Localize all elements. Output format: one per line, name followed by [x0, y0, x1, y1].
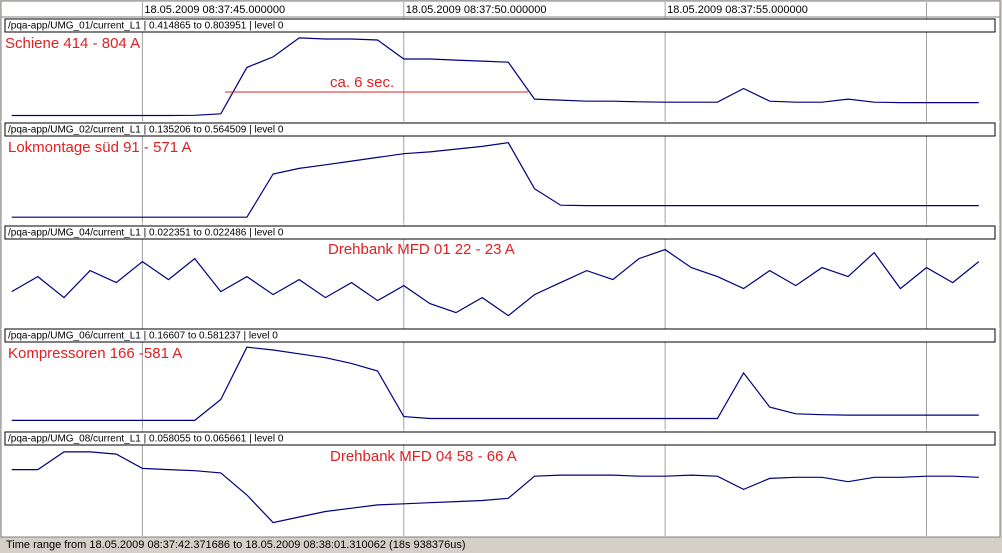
- x-tick-label: 18.05.2009 08:37:50.000000: [406, 4, 547, 16]
- grid: 18.05.2009 08:37:45.000000 18.05.2009 08:…: [141, 2, 928, 536]
- panel: /pqa-app/UMG_08/current_L1 | 0.058055 to…: [4, 431, 996, 524]
- panel-header: /pqa-app/UMG_08/current_L1 | 0.058055 to…: [8, 434, 284, 445]
- panel: /pqa-app/UMG_06/current_L1 | 0.16607 to …: [1, 328, 1000, 431]
- panel-header: /pqa-app/UMG_06/current_L1 | 0.16607 to …: [8, 331, 278, 342]
- panel-label: Drehbank MFD 04 58 - 66 A: [330, 448, 517, 465]
- panel-header-box: [4, 328, 996, 343]
- trace: [11, 142, 979, 218]
- panel-header-box: [4, 18, 996, 33]
- x-tick-label: 18.05.2009 08:37:45.000000: [144, 4, 285, 16]
- panel-header-box: [4, 431, 996, 446]
- panel-header-box: [4, 122, 996, 137]
- panel-label: Drehbank MFD 01 22 - 23 A: [328, 241, 515, 258]
- panel-header: /pqa-app/UMG_04/current_L1 | 0.022351 to…: [8, 228, 284, 239]
- trace: [11, 346, 979, 421]
- panel-header-box: [4, 225, 996, 240]
- panels: /pqa-app/UMG_01/current_L1 | 0.414865 to…: [1, 18, 1000, 524]
- panel-header: /pqa-app/UMG_02/current_L1 | 0.135206 to…: [8, 125, 284, 136]
- trace: [11, 451, 979, 524]
- panel: /pqa-app/UMG_02/current_L1 | 0.135206 to…: [1, 122, 1000, 225]
- panel-label: Schiene 414 - 804 A: [5, 35, 140, 52]
- panel: /pqa-app/UMG_01/current_L1 | 0.414865 to…: [1, 18, 1000, 123]
- footer: Time range from 18.05.2009 08:37:42.3716…: [6, 539, 466, 551]
- panel-label: Lokmontage süd 91 - 571 A: [8, 139, 191, 156]
- x-tick-label: 18.05.2009 08:37:55.000000: [667, 4, 808, 16]
- annotation: ca. 6 sec.: [330, 74, 394, 91]
- panel-label: Kompressoren 166 -581 A: [8, 345, 182, 362]
- trace: [11, 248, 980, 317]
- plot-canvas: [0, 0, 1001, 538]
- panel-header: /pqa-app/UMG_01/current_L1 | 0.414865 to…: [8, 21, 284, 32]
- trace: [11, 37, 979, 117]
